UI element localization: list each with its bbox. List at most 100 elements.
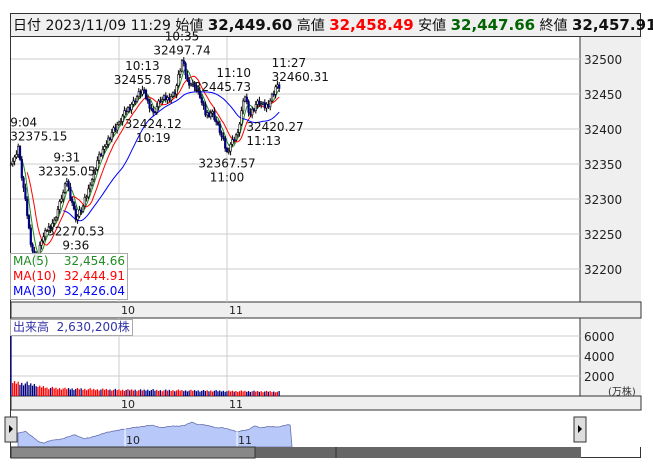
volume-bar bbox=[62, 388, 64, 396]
price-tick-label: 32450 bbox=[584, 88, 622, 102]
navigator-right-handle[interactable] bbox=[573, 416, 587, 443]
candle-body bbox=[263, 102, 266, 109]
candle-body bbox=[265, 103, 268, 109]
volume-bar bbox=[138, 390, 140, 396]
volume-bar bbox=[10, 320, 12, 396]
candle-body bbox=[170, 96, 173, 101]
annotation-time: 10:13 bbox=[125, 59, 160, 73]
volume-bar bbox=[251, 391, 253, 396]
candle-body bbox=[270, 93, 274, 102]
time-tick-label: 11 bbox=[229, 304, 243, 317]
candle-body bbox=[209, 112, 212, 118]
volume-bar bbox=[100, 389, 102, 396]
volume-bar bbox=[94, 390, 97, 396]
volume-value: 2,630,200株 bbox=[56, 320, 130, 334]
volume-bar bbox=[109, 389, 111, 396]
candle-body bbox=[42, 236, 45, 242]
candle-body bbox=[162, 95, 166, 100]
volume-bar bbox=[31, 385, 34, 396]
volume-bar bbox=[267, 391, 269, 396]
volume-bar bbox=[107, 390, 109, 396]
volume-bar bbox=[102, 388, 104, 396]
candle-body bbox=[238, 123, 241, 133]
volume-bar bbox=[201, 390, 203, 396]
volume-bar bbox=[82, 389, 84, 396]
volume-bar bbox=[89, 388, 91, 396]
volume-bar bbox=[179, 390, 181, 396]
candle-body bbox=[231, 139, 234, 145]
volume-bar bbox=[24, 383, 26, 396]
volume-bar bbox=[202, 390, 205, 396]
candle-body bbox=[195, 86, 198, 91]
volume-bar bbox=[49, 388, 52, 396]
volume-bar bbox=[235, 390, 237, 396]
volume-bar bbox=[51, 386, 53, 396]
volume-bar bbox=[139, 389, 142, 396]
navigator-left-handle[interactable] bbox=[4, 416, 18, 443]
volume-bar bbox=[276, 391, 278, 396]
volume-bar bbox=[264, 391, 266, 396]
triangle-right-icon bbox=[9, 425, 13, 433]
candle-body bbox=[256, 100, 259, 105]
navigator-area bbox=[17, 421, 293, 448]
candle-body bbox=[45, 230, 49, 232]
volume-bar bbox=[226, 391, 228, 396]
datetime-value: 2023/11/09 11:29 bbox=[45, 18, 171, 34]
candle-body bbox=[141, 89, 144, 95]
candle-body bbox=[54, 217, 58, 221]
candle-body bbox=[198, 90, 202, 98]
volume-bar bbox=[67, 388, 70, 396]
candle-body bbox=[51, 223, 54, 230]
volume-bar bbox=[21, 382, 23, 396]
volume-bar bbox=[22, 385, 25, 396]
candle-body bbox=[71, 198, 74, 203]
volume-legend: 出来高 2,630,200株 bbox=[10, 319, 133, 336]
volume-bar bbox=[141, 390, 143, 396]
volume-bar bbox=[71, 388, 73, 396]
volume-bar bbox=[78, 389, 80, 396]
candle-body bbox=[31, 244, 34, 252]
candle-body bbox=[184, 63, 187, 76]
volume-bar bbox=[125, 390, 127, 396]
volume-bar bbox=[80, 388, 82, 396]
volume-bar bbox=[253, 390, 255, 396]
time-tick-label: 10 bbox=[121, 398, 135, 411]
candle-body bbox=[144, 89, 148, 100]
ma30-value: 32,426.04 bbox=[63, 284, 125, 298]
candle-body bbox=[260, 103, 263, 106]
annotation-time: 9:04 bbox=[10, 115, 37, 129]
volume-bar bbox=[60, 389, 62, 396]
volume-bar bbox=[206, 390, 208, 396]
candle-body bbox=[107, 137, 110, 145]
candle-body bbox=[258, 100, 261, 106]
candle-body bbox=[80, 209, 83, 212]
volume-bar bbox=[134, 389, 136, 396]
candle-body bbox=[182, 60, 185, 64]
candle-body bbox=[26, 198, 29, 216]
ma10-label: MA(10) bbox=[13, 269, 57, 283]
volume-bar bbox=[163, 390, 165, 396]
price-axis-bg bbox=[580, 37, 641, 302]
candle-body bbox=[157, 100, 160, 107]
candle-body bbox=[67, 181, 70, 188]
volume-bar bbox=[87, 389, 89, 396]
volume-bar bbox=[175, 390, 178, 396]
candle-body bbox=[218, 124, 221, 133]
volume-bar bbox=[220, 391, 223, 396]
candle-body bbox=[229, 143, 232, 152]
candle-body bbox=[234, 134, 238, 141]
annotation-time: 11:00 bbox=[210, 171, 245, 185]
annotation-time: 11:13 bbox=[246, 134, 281, 148]
candle-body bbox=[261, 102, 265, 105]
volume-bar bbox=[112, 389, 115, 396]
scrollbar-thumb[interactable] bbox=[10, 446, 256, 459]
candle-body bbox=[40, 240, 43, 246]
open-value: 32,449.60 bbox=[207, 16, 293, 34]
horizontal-scrollbar[interactable] bbox=[11, 447, 581, 458]
candle-body bbox=[96, 160, 99, 170]
volume-bar bbox=[240, 390, 242, 396]
price-tick-label: 32350 bbox=[584, 158, 622, 172]
annotation-time: 9:31 bbox=[53, 150, 80, 164]
candle-body bbox=[143, 89, 146, 92]
